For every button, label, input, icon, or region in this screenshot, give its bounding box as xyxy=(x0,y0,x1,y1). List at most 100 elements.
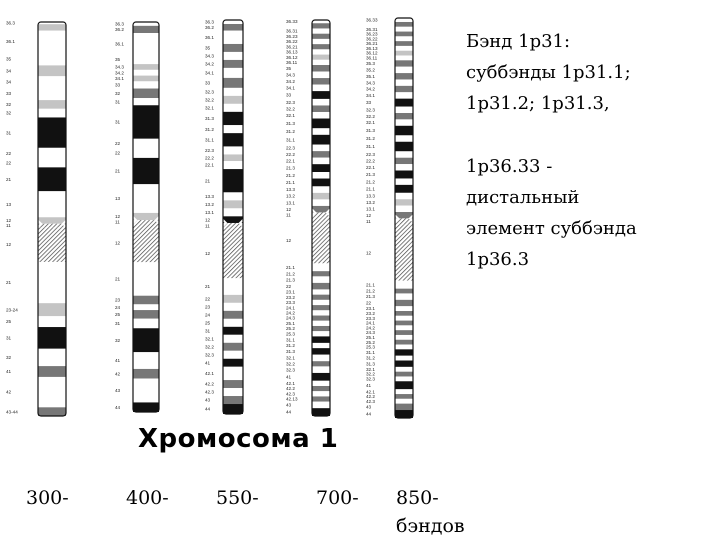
band xyxy=(38,87,66,101)
band-label: 21 xyxy=(6,177,12,182)
band-label: 12 xyxy=(205,217,211,222)
band-label: 36.12 xyxy=(286,55,298,60)
band xyxy=(312,299,330,306)
band-label: 21.1 xyxy=(286,265,295,270)
band-label: 35.2 xyxy=(366,68,375,73)
resolution-value: 850- xyxy=(396,487,439,509)
band xyxy=(223,43,243,52)
band-label: 32.1 xyxy=(286,113,295,118)
band-label: 32.1 xyxy=(205,336,214,341)
band-label: 21.2 xyxy=(366,289,375,294)
band xyxy=(312,157,330,165)
band xyxy=(133,184,159,213)
band xyxy=(223,95,243,104)
band-label: 32.3 xyxy=(286,367,295,372)
band-label: 44 xyxy=(205,407,211,412)
band xyxy=(38,366,66,377)
band xyxy=(133,157,159,185)
band xyxy=(395,92,413,99)
band xyxy=(223,30,243,44)
band xyxy=(133,33,159,55)
ideogram-columns: 36.336.135343433323231222221131211122123… xyxy=(6,17,414,419)
band-label: 31.2 xyxy=(286,129,295,134)
band xyxy=(312,59,330,66)
band xyxy=(312,144,330,152)
band xyxy=(223,77,243,88)
band-label: 32.3 xyxy=(205,89,214,94)
band xyxy=(223,366,243,381)
band xyxy=(395,355,413,361)
band-label: 23.2 xyxy=(286,295,295,300)
band xyxy=(312,84,330,92)
band xyxy=(312,336,330,343)
band xyxy=(312,172,330,179)
band xyxy=(133,88,159,99)
band-label: 23.3 xyxy=(286,300,295,305)
band xyxy=(133,25,159,34)
band xyxy=(312,192,330,200)
band-label: 22.2 xyxy=(366,159,375,164)
band xyxy=(395,410,413,418)
band xyxy=(223,208,243,217)
band-label: 21.1 xyxy=(366,282,375,287)
band xyxy=(223,125,243,134)
band xyxy=(312,305,330,311)
band xyxy=(133,98,159,106)
band-label: 36.22 xyxy=(366,36,378,41)
band xyxy=(223,200,243,209)
band xyxy=(395,41,413,46)
band-label: 36.13 xyxy=(286,50,298,55)
band xyxy=(223,334,243,343)
band-label: 43-44 xyxy=(6,409,18,414)
band-label: 44 xyxy=(286,410,292,415)
band-label: 11 xyxy=(6,223,11,228)
band xyxy=(223,342,243,351)
note-1p36-33: 1р36.33 - xyxy=(466,156,553,177)
band xyxy=(312,164,330,173)
band-label: 12 xyxy=(6,242,12,247)
band xyxy=(38,24,66,31)
band-label: 34.1 xyxy=(205,71,214,76)
band-label: 22 xyxy=(115,151,121,156)
band-label: 42.2 xyxy=(366,394,375,399)
band xyxy=(223,396,243,405)
band-label: 25.2 xyxy=(366,340,375,345)
band xyxy=(223,67,243,78)
band-label: 24.1 xyxy=(286,305,295,310)
resolution-label-300: 300- xyxy=(26,487,69,509)
note-distal: дистальный xyxy=(466,187,580,208)
centromere-notch xyxy=(222,219,244,227)
band-label: 21.1 xyxy=(366,186,375,191)
band xyxy=(312,276,330,283)
band-label: 21.2 xyxy=(286,271,295,276)
band xyxy=(223,87,243,96)
band-label: 21 xyxy=(205,178,211,183)
band xyxy=(312,212,330,218)
band-label: 31.3 xyxy=(366,361,375,366)
band-label: 42.13 xyxy=(286,397,298,402)
band-label: 13.3 xyxy=(205,194,214,199)
band-label: 32 xyxy=(115,338,121,343)
band-label: 36.23 xyxy=(366,32,378,37)
band-label: 34.2 xyxy=(286,79,295,84)
band-label: 23 xyxy=(115,298,121,303)
band-label: 42.3 xyxy=(205,390,214,395)
band-label: 44 xyxy=(115,405,121,410)
band xyxy=(312,38,330,45)
band-label: 21 xyxy=(205,284,211,289)
ideogram-850: 36.33 36.3136.2336.2236.2136.1336.1236.11… xyxy=(366,17,414,419)
band-label: 32.3 xyxy=(205,352,214,357)
band-label: 36.1 xyxy=(205,35,214,40)
band-label: 32.2 xyxy=(286,106,295,111)
band xyxy=(395,212,413,219)
band xyxy=(38,217,66,224)
band-label: 36.11 xyxy=(366,56,378,61)
figure-title: Хромосома 1 xyxy=(138,424,339,454)
band xyxy=(38,22,66,25)
band xyxy=(133,223,159,263)
band-label: 32.2 xyxy=(366,114,375,119)
band-label: 11 xyxy=(205,223,210,228)
band xyxy=(133,148,159,158)
band-label: 34 xyxy=(6,79,12,84)
band xyxy=(133,378,159,403)
